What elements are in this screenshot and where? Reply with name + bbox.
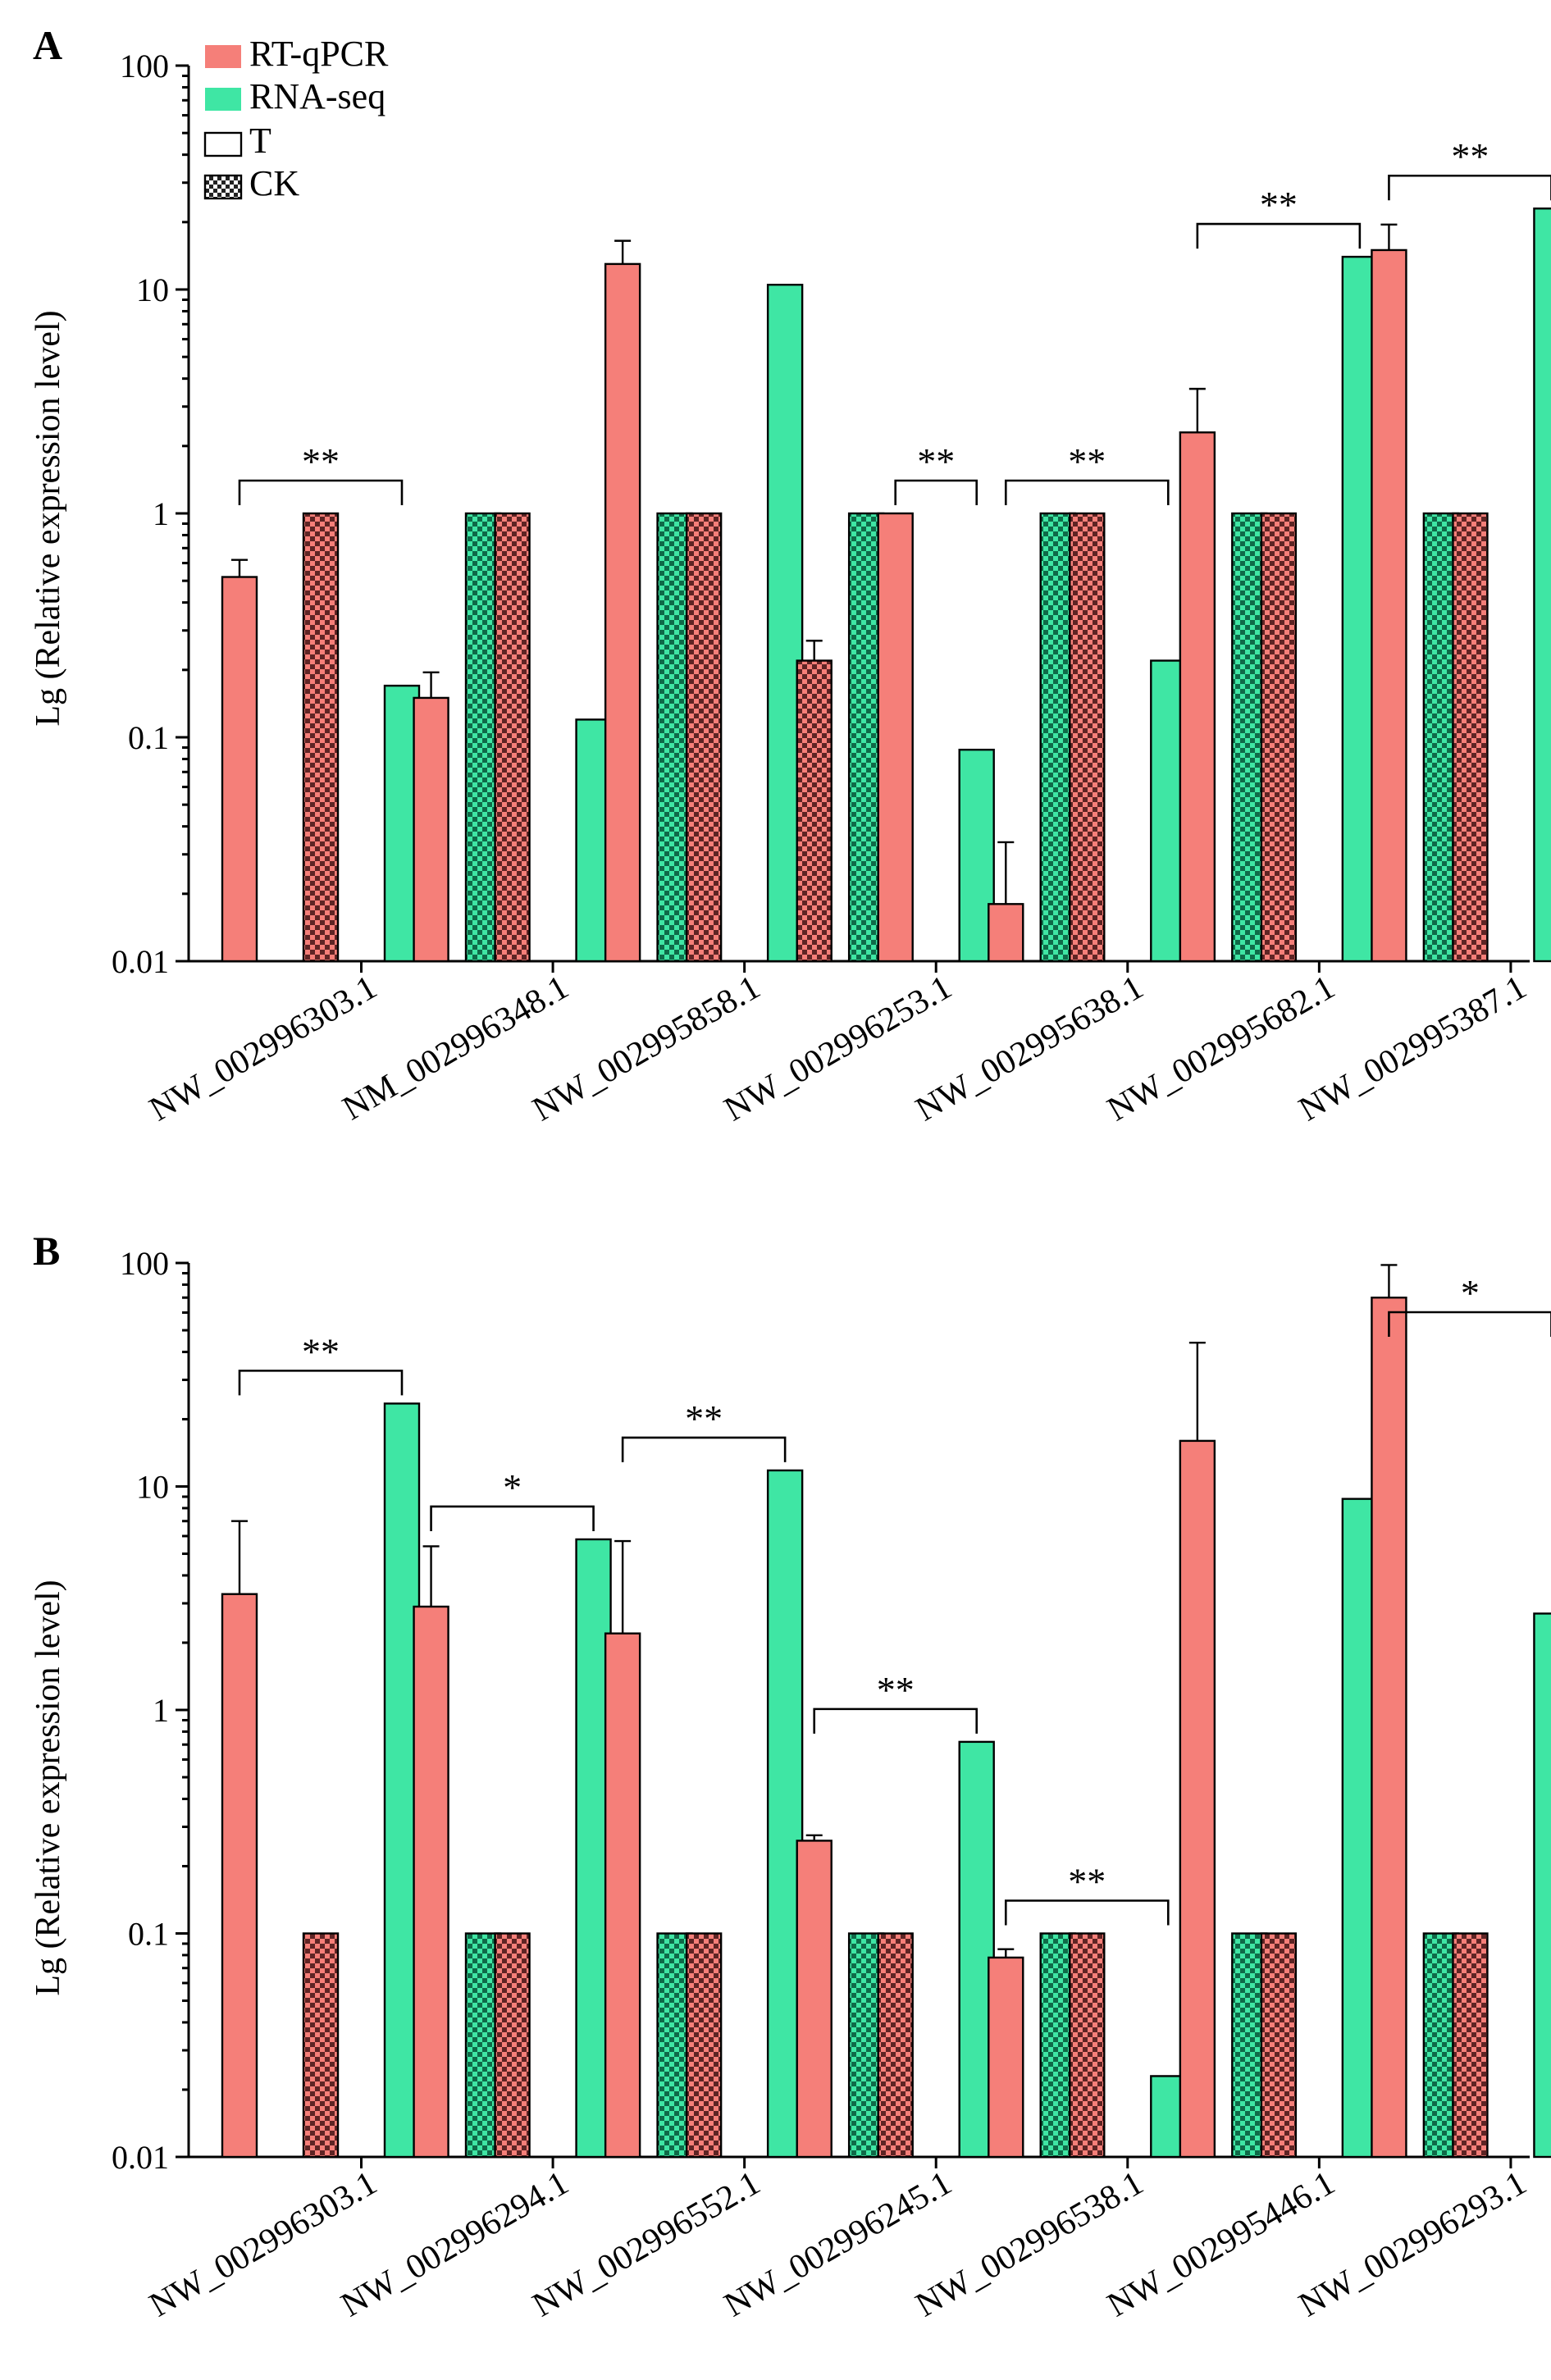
legend-swatch-rnaseq	[205, 88, 241, 111]
significance-mark: **	[1260, 184, 1298, 226]
y-tick-label-a: 0.01	[112, 943, 169, 980]
panel-label-a: A	[33, 22, 62, 68]
legend: RT-qPCR RNA-seq T CK	[203, 34, 389, 203]
rtqpcr-ck-bar	[1452, 512, 1489, 963]
significance-bracket	[1388, 174, 1551, 201]
y-tick-label-a: 10	[136, 271, 169, 308]
significance-bracket	[430, 1505, 595, 1531]
significance-mark: **	[685, 1397, 723, 1439]
y-tick-label-b: 100	[120, 1245, 169, 1282]
legend-label-t: T	[249, 121, 271, 161]
legend-swatch-t	[203, 131, 243, 157]
rtqpcr-t-bar	[1179, 431, 1216, 963]
legend-label-ck: CK	[249, 163, 299, 203]
rtqpcr-ck-bar	[302, 1932, 340, 2159]
significance-bracket	[238, 479, 404, 505]
y-tick-label-a: 1	[153, 495, 169, 532]
panel-a: A Lg (Relative expression level) RT-qPCR…	[30, 22, 1551, 1128]
rtqpcr-ck-bar	[877, 1932, 914, 2159]
significance-bracket	[894, 479, 978, 505]
significance-bracket	[813, 1707, 978, 1734]
rnaseq-t-bar	[1533, 207, 1551, 963]
rtqpcr-t-bar	[1179, 1439, 1216, 2159]
significance-mark: **	[1451, 135, 1489, 177]
significance-mark: **	[877, 1669, 915, 1711]
rnaseq-t-bar	[958, 748, 995, 963]
rtqpcr-t-bar	[413, 1605, 449, 2159]
significance-mark: **	[917, 440, 955, 482]
rtqpcr-t-bar	[988, 903, 1024, 963]
significance-bracket	[621, 1436, 787, 1462]
significance-bracket	[238, 1370, 404, 1396]
legend-swatch-ck	[203, 174, 243, 200]
y-tick-label-a: 0.1	[128, 719, 169, 756]
rtqpcr-ck-bar	[1260, 1932, 1298, 2159]
rtqpcr-t-bar	[413, 696, 449, 963]
y-tick-label-b: 10	[136, 1469, 169, 1506]
significance-mark: *	[503, 1466, 522, 1508]
legend-label-rtqpcr: RT-qPCR	[249, 34, 389, 74]
y-axis-label-a: Lg (Relative expression level)	[30, 310, 67, 726]
legend-swatch-rtqpcr	[205, 45, 241, 68]
rtqpcr-ck-bar	[1452, 1932, 1489, 2159]
y-tick-label-a: 100	[120, 48, 169, 84]
rtqpcr-t-bar	[796, 1840, 833, 2159]
rtqpcr-t-bar	[604, 262, 641, 963]
rtqpcr-t-bar	[221, 1593, 258, 2159]
significance-mark: **	[1068, 440, 1106, 482]
rtqpcr-t-bar	[221, 576, 258, 963]
significance-mark: **	[302, 440, 340, 482]
y-tick-label-b: 1	[153, 1692, 169, 1729]
significance-mark: **	[1068, 1861, 1106, 1903]
rtqpcr-t-bar	[1371, 1297, 1407, 2159]
rtqpcr-ck-bar	[1069, 1932, 1106, 2159]
significance-mark: **	[302, 1330, 340, 1372]
rtqpcr-ck-bar	[494, 512, 531, 963]
rtqpcr-ck-bar	[685, 1932, 723, 2159]
plot-area-a: 0.010.1110100NW_002996303.1NM_002996348.…	[112, 48, 1551, 1128]
plot-area-b: 0.010.1110100NW_002996303.1NW_002996294.…	[112, 1245, 1551, 2324]
rtqpcr-t-bar	[1371, 248, 1407, 963]
rtqpcr-ck-bar	[1069, 512, 1106, 963]
rtqpcr-t-bar	[604, 1632, 641, 2159]
rtqpcr-ck-bar	[685, 512, 723, 963]
panel-b: B Lg (Relative expression level) 0.01 0.1…	[30, 1228, 1551, 2324]
rtqpcr-t-bar	[988, 1956, 1024, 2159]
significance-bracket	[1388, 1311, 1551, 1337]
panel-label-b: B	[33, 1228, 60, 1274]
significance-bracket	[1196, 222, 1362, 249]
rtqpcr-ck-bar	[302, 512, 340, 963]
rtqpcr-ck-bar	[494, 1932, 531, 2159]
rtqpcr-ck-bar	[796, 659, 833, 963]
y-tick-label-b: 0.1	[128, 1916, 169, 1953]
y-axis-label-b: Lg (Relative expression level)	[30, 1580, 67, 1995]
rtqpcr-ck-bar	[1260, 512, 1298, 963]
legend-label-rnaseq: RNA-seq	[249, 76, 385, 116]
significance-bracket	[1004, 479, 1170, 505]
rtqpcr-t-bar	[877, 512, 914, 963]
y-tick-label-b: 0.01	[112, 2139, 169, 2176]
rnaseq-t-bar	[1533, 1612, 1551, 2159]
significance-bracket	[1004, 1899, 1170, 1926]
significance-mark: *	[1461, 1272, 1480, 1314]
